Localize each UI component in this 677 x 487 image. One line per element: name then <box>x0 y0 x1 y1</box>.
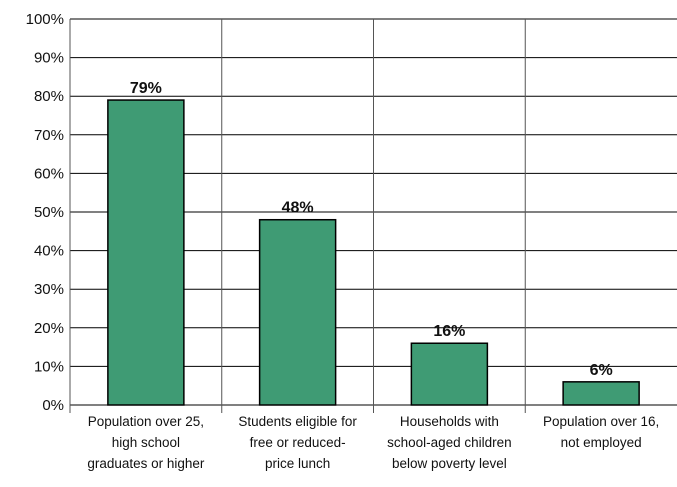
y-tick-label: 80% <box>34 88 64 105</box>
y-tick-label: 90% <box>34 50 64 67</box>
bar <box>410 342 489 406</box>
bar <box>258 218 337 406</box>
y-tick-label: 10% <box>34 358 64 375</box>
bars-layer <box>107 99 640 406</box>
x-category-label: graduates or higher <box>87 456 205 471</box>
data-label: 79% <box>130 80 162 97</box>
data-labels: 79% 48% 16% 6% <box>130 80 613 379</box>
x-category-label: Population over 25, <box>88 414 204 429</box>
x-category-label: Population over 16, <box>543 414 659 429</box>
y-tick-label: 0% <box>42 397 64 414</box>
y-tick-label: 20% <box>34 320 64 337</box>
bar <box>562 381 640 406</box>
y-tick-label: 100% <box>26 11 64 28</box>
y-tick-label: 40% <box>34 243 64 260</box>
x-category-label: price lunch <box>265 456 330 471</box>
data-label: 16% <box>433 323 465 340</box>
x-category-label: Students eligible for <box>238 414 357 429</box>
y-tick-label: 70% <box>34 127 64 144</box>
x-category-label: Households with <box>400 414 499 429</box>
x-category-label: school-aged children <box>387 435 512 450</box>
x-category-label: not employed <box>561 435 642 450</box>
y-tick-label: 30% <box>34 281 64 298</box>
y-tick-label: 50% <box>34 204 64 221</box>
y-axis-ticks: 0% 10% 20% 30% 40% 50% 60% 70% 80% 90% 100% <box>26 11 64 414</box>
data-label: 6% <box>590 362 613 379</box>
bar <box>107 99 185 406</box>
x-category-label: below poverty level <box>392 456 507 471</box>
x-category-label: high school <box>112 435 180 450</box>
x-axis-labels: Population over 25, high school graduates … <box>87 414 659 471</box>
data-label: 48% <box>282 200 314 217</box>
y-tick-label: 60% <box>34 165 64 182</box>
x-category-label: free or reduced- <box>250 435 346 450</box>
